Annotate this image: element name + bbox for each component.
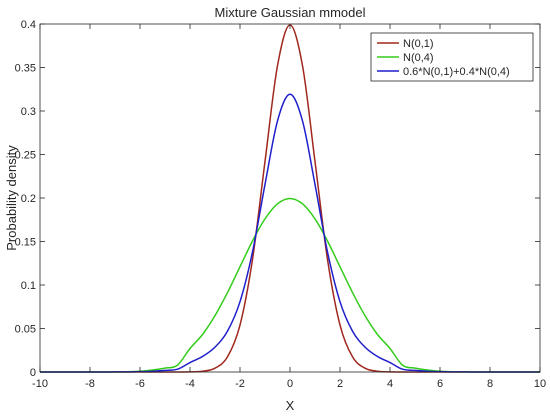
- legend: N(0,1) N(0,4) 0.6*N(0,1)+0.4*N(0,4): [370, 32, 534, 82]
- x-tick-label: -4: [185, 378, 195, 390]
- x-tick-label: 8: [487, 378, 493, 390]
- y-tick-label: 0.1: [21, 280, 36, 292]
- x-tick-label: -10: [32, 378, 48, 390]
- y-axis-label: Probability density: [4, 145, 19, 251]
- y-tick-label: 0.15: [15, 237, 36, 249]
- ticks: -10 -8 -6 -4 -2 0 2 4 6 8 10 0 0.05 0.1 0.15 0.2 0.25 0.3…: [15, 19, 547, 390]
- x-tick-label: -6: [135, 378, 145, 390]
- legend-label-2: N(0,4): [403, 52, 434, 64]
- x-tick-label: 4: [387, 378, 393, 390]
- x-tick-label: -2: [235, 378, 245, 390]
- y-tick-label: 0.2: [21, 193, 36, 205]
- y-tick-label: 0.3: [21, 106, 36, 118]
- legend-label-3: 0.6*N(0,1)+0.4*N(0,4): [403, 66, 510, 78]
- y-tick-label: 0.4: [21, 19, 36, 31]
- y-tick-label: 0.35: [15, 63, 36, 75]
- legend-label-1: N(0,1): [403, 38, 434, 50]
- y-tick-label: 0.25: [15, 150, 36, 162]
- x-tick-label: 0: [287, 378, 293, 390]
- chart-title: Mixture Gaussian mmodel: [215, 5, 366, 20]
- x-axis-label: X: [286, 398, 295, 413]
- x-tick-label: 10: [534, 378, 546, 390]
- y-tick-label: 0: [30, 367, 36, 379]
- x-tick-label: 2: [337, 378, 343, 390]
- x-tick-label: -8: [85, 378, 95, 390]
- y-tick-label: 0.05: [15, 324, 36, 336]
- x-tick-label: 6: [437, 378, 443, 390]
